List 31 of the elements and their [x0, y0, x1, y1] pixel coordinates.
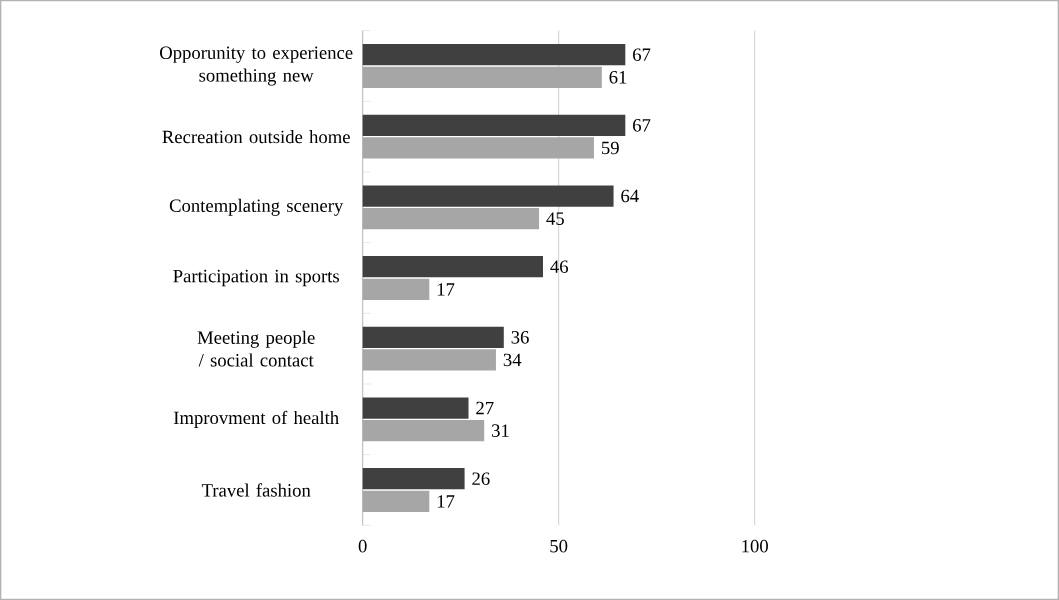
data-label: 61 — [609, 71, 627, 84]
data-label: 45 — [546, 212, 564, 225]
bar — [362, 397, 469, 419]
bar — [362, 256, 543, 278]
data-label: 26 — [472, 472, 490, 485]
y-tick-label: Meeting people / social contact — [197, 330, 315, 367]
x-tick-label: 100 — [742, 539, 768, 553]
y-tick-label: Opporunity to experience something new — [160, 46, 353, 86]
data-label: 34 — [503, 353, 522, 367]
data-label: 67 — [633, 119, 651, 132]
bar — [362, 44, 626, 66]
data-label: 17 — [437, 495, 455, 508]
y-tick-label: Improvment of health — [173, 410, 339, 428]
bar — [362, 326, 504, 348]
y-tick-label: Participation in sports — [173, 269, 339, 287]
y-tick-label: Recreation outside home — [162, 130, 350, 144]
data-label: 67 — [633, 48, 651, 61]
x-tick-label: 0 — [358, 539, 367, 553]
bar — [362, 468, 465, 490]
data-label: 31 — [492, 424, 509, 437]
data-label: 27 — [476, 401, 494, 415]
bar — [362, 114, 626, 136]
x-tick-label: 50 — [550, 539, 568, 553]
y-tick-label: Contemplating scenery — [169, 198, 344, 216]
data-label: 36 — [511, 331, 529, 344]
data-label: 17 — [437, 283, 455, 296]
y-tick-label: Travel fashion — [201, 483, 311, 497]
data-label: 64 — [621, 189, 639, 203]
data-label: 59 — [601, 141, 619, 155]
data-label: 46 — [550, 260, 569, 273]
bar — [362, 185, 614, 207]
